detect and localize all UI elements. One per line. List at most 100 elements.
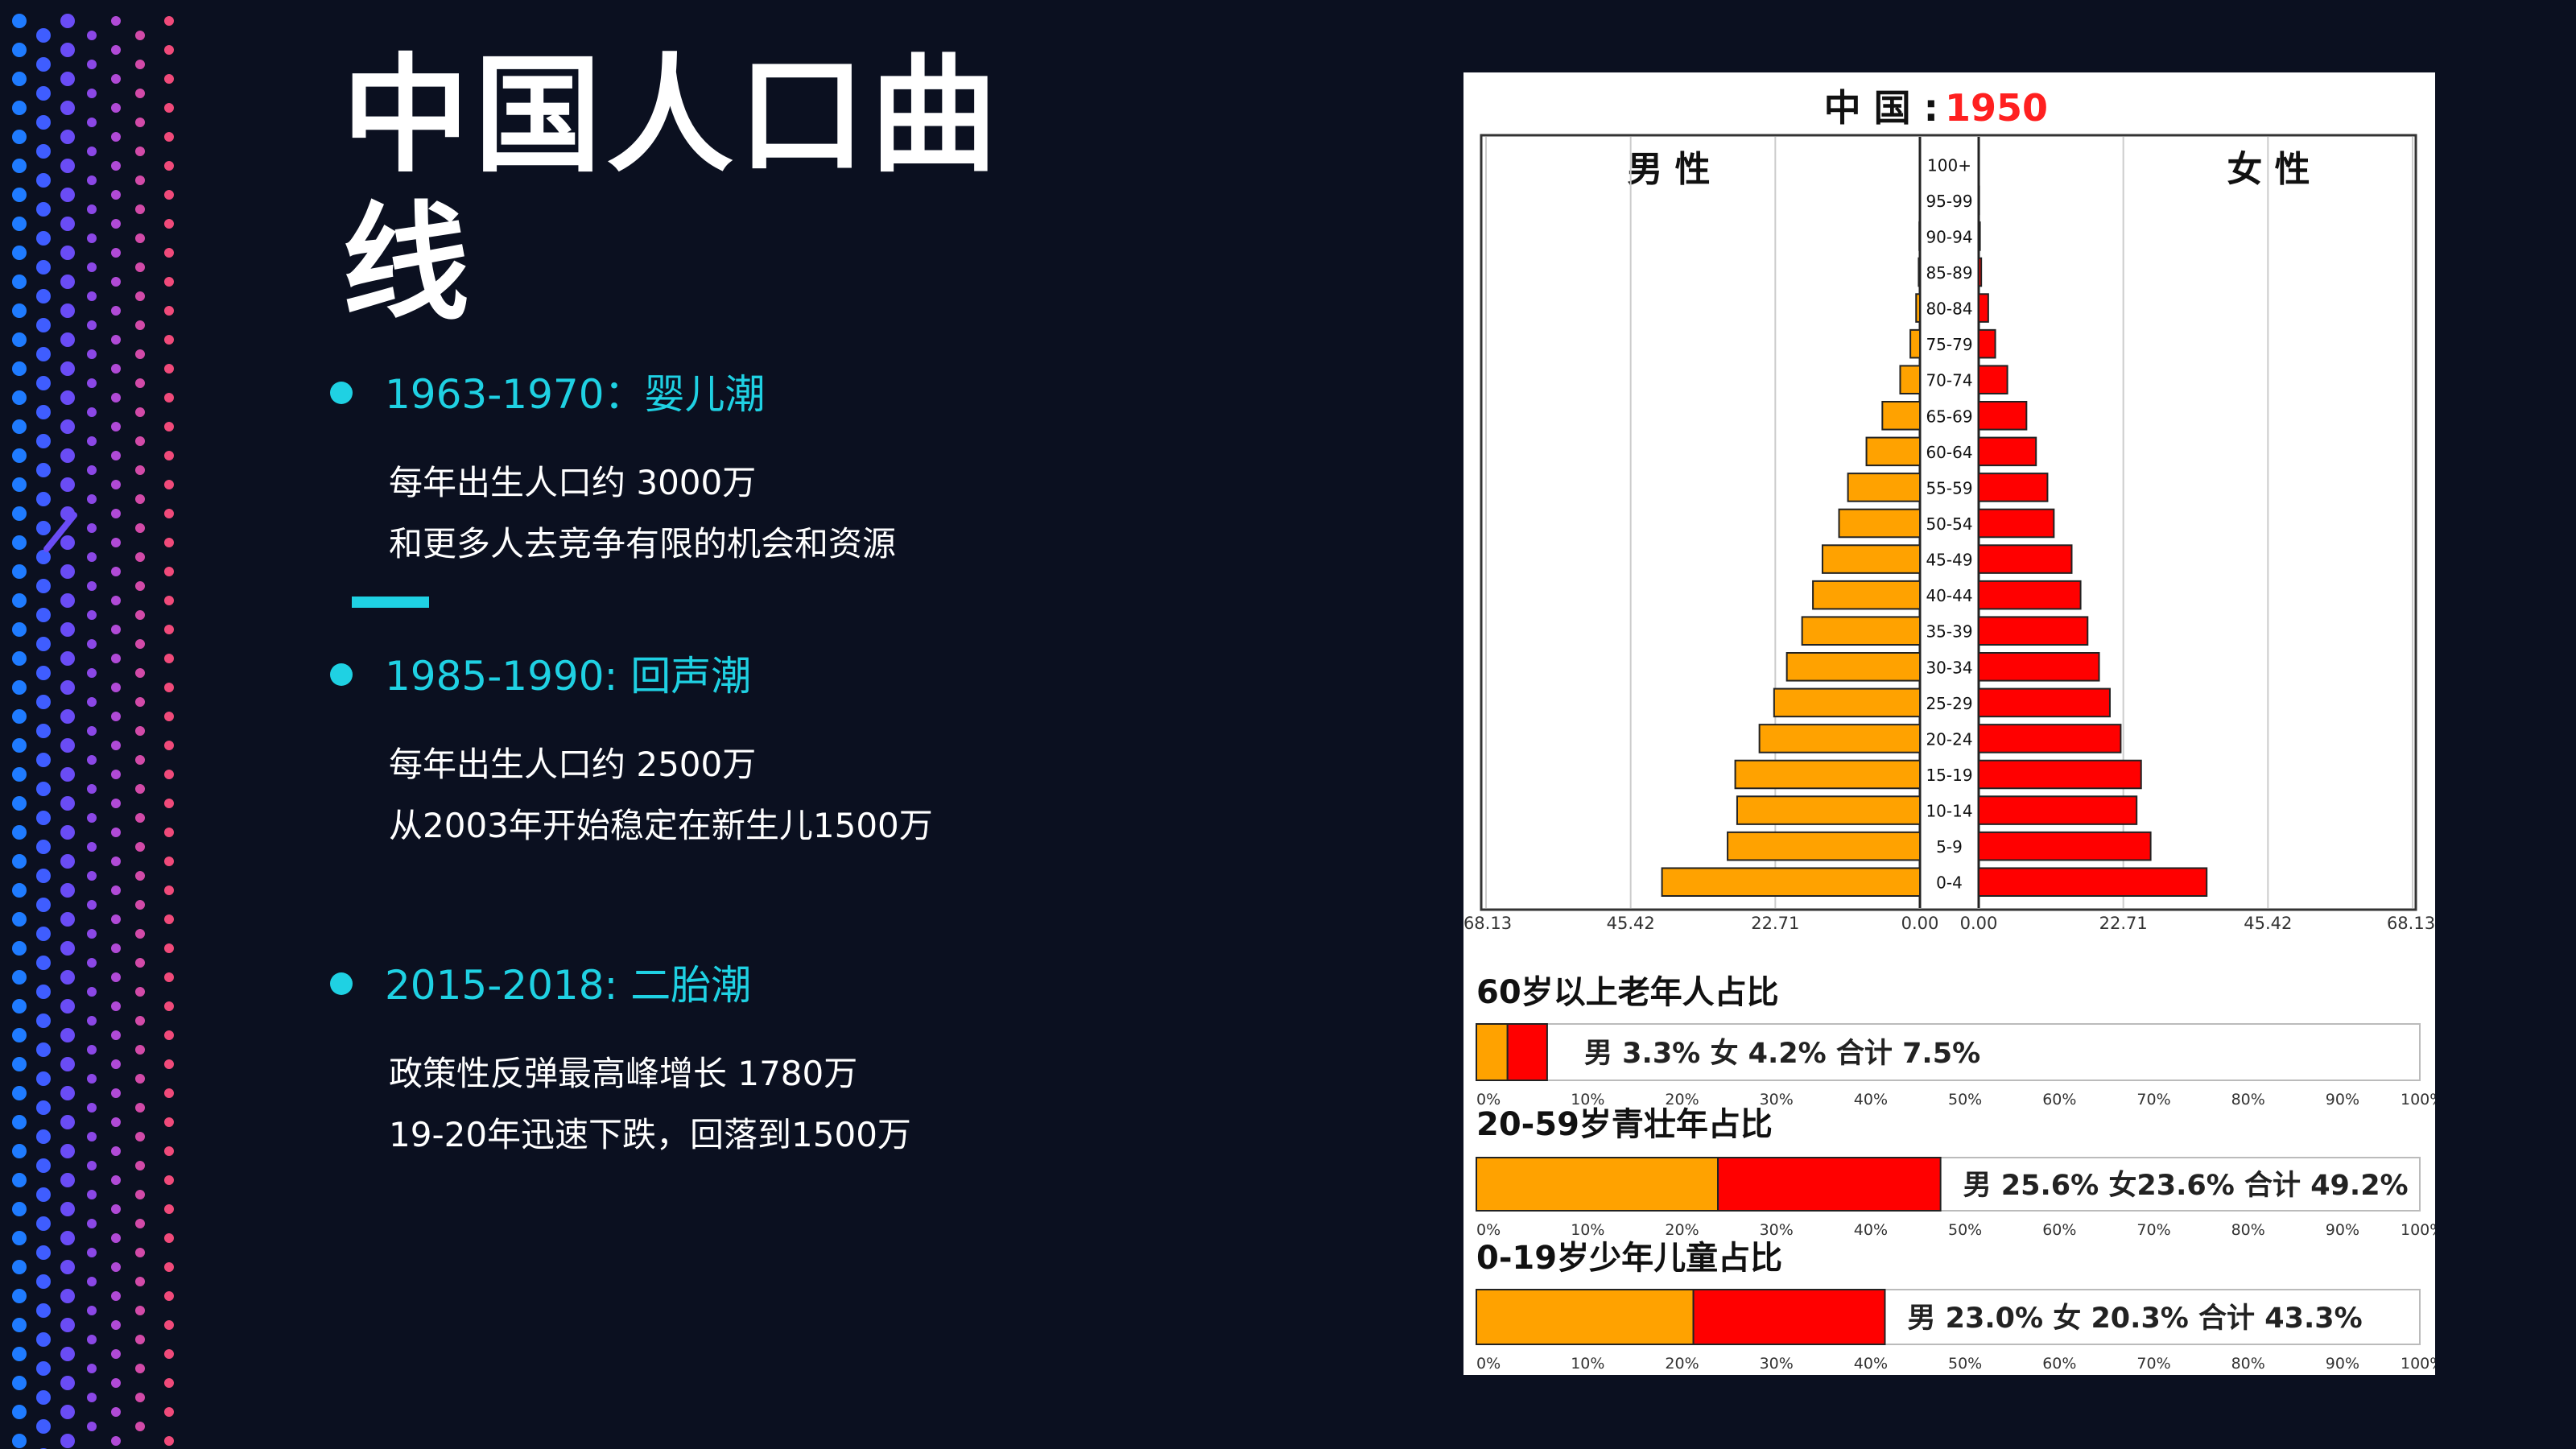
decorative-dot <box>60 970 75 985</box>
decorative-dot <box>111 393 121 402</box>
decorative-dot <box>111 538 121 547</box>
decorative-dot <box>60 1289 75 1303</box>
age-label-75-79: 75-79 <box>1926 335 1972 354</box>
decorative-dot <box>164 74 174 84</box>
age-label-85-89: 85-89 <box>1926 263 1972 283</box>
male-bar-85-89 <box>1918 257 1921 287</box>
female-bar-65-69 <box>1978 401 2028 431</box>
decorative-dot <box>36 927 51 941</box>
decorative-dot <box>111 306 121 316</box>
female-bar-15-19 <box>1978 759 2142 790</box>
share-x-tick: 80% <box>2231 1221 2265 1239</box>
decorative-dot <box>36 956 51 970</box>
decorative-dot <box>60 709 75 724</box>
decorative-dot <box>87 262 97 272</box>
decorative-dot <box>135 262 145 272</box>
pyramid-x-tick: 45.42 <box>1607 914 1655 933</box>
male-bar-5-9 <box>1727 831 1922 861</box>
decorative-dot <box>12 796 27 811</box>
decorative-dot <box>87 1074 97 1084</box>
accent-divider <box>352 597 429 608</box>
decorative-dot <box>12 14 27 28</box>
decorative-dot <box>111 828 121 837</box>
decorative-dot <box>60 188 75 202</box>
decorative-dot <box>60 535 75 550</box>
bullet-title-2: 1985-1990: 回声潮 <box>385 653 752 700</box>
decorative-dot <box>164 1117 174 1127</box>
decorative-dot <box>135 465 145 475</box>
population-chart-panel: 中 国 : 1950 男 性 女 性 0-4 5-9 10-14 15-19 20-24… <box>1463 72 2435 1375</box>
female-bar-55-59 <box>1978 473 2049 502</box>
decorative-dot <box>36 1042 51 1057</box>
decorative-dot <box>135 1045 145 1055</box>
decorative-dot <box>36 463 51 477</box>
decorative-dot <box>12 1405 27 1419</box>
decorative-dot <box>87 1161 97 1170</box>
share-female-bar-3 <box>1692 1289 1886 1345</box>
decorative-dot <box>164 1233 174 1243</box>
decorative-dot <box>36 1100 51 1115</box>
decorative-dot <box>12 941 27 956</box>
decorative-dot <box>60 825 75 840</box>
decorative-dot <box>36 608 51 622</box>
age-label-95-99: 95-99 <box>1926 192 1972 211</box>
decorative-dot <box>36 1303 51 1318</box>
decorative-dot <box>87 581 97 591</box>
bullet-3-line-2: 19-20年迅速下跌，回落到1500万 <box>389 1115 911 1154</box>
decorative-dot <box>135 407 145 417</box>
bullet-3-line-1: 政策性反弹最高峰增长 1780万 <box>389 1054 858 1093</box>
decorative-dot <box>164 1436 174 1446</box>
decorative-dot <box>12 217 27 231</box>
decorative-dot <box>60 680 75 695</box>
decorative-dot <box>36 318 51 332</box>
decorative-dot <box>87 900 97 910</box>
decorative-dot <box>12 912 27 927</box>
decorative-dot <box>164 45 174 55</box>
decorative-dot <box>36 86 51 101</box>
decorative-dot <box>12 159 27 173</box>
male-bar-35-39 <box>1801 616 1921 646</box>
share-x-tick: 90% <box>2326 1355 2359 1373</box>
decorative-dot <box>60 448 75 463</box>
share-title-2: 20-59岁青壮年占比 <box>1476 1106 1773 1143</box>
decorative-dot <box>60 159 75 173</box>
decorative-dot <box>111 914 121 924</box>
male-bar-25-29 <box>1773 687 1921 718</box>
decorative-dot <box>12 709 27 724</box>
page-title-line-2: 线 <box>342 189 474 338</box>
bullet-dot-3 <box>330 972 353 995</box>
decorative-dot <box>164 306 174 316</box>
decorative-dot <box>12 1057 27 1071</box>
decorative-dot <box>36 637 51 651</box>
decorative-dot <box>111 480 121 489</box>
male-bar-0-4 <box>1661 867 1921 898</box>
decorative-dot <box>36 173 51 188</box>
decorative-dot <box>60 1057 75 1071</box>
female-bar-25-29 <box>1978 687 2111 718</box>
decorative-dot <box>135 1364 145 1373</box>
share-x-tick: 70% <box>2136 1091 2170 1108</box>
decorative-dot <box>135 118 145 127</box>
decorative-dot <box>164 770 174 779</box>
decorative-dot <box>135 1422 145 1431</box>
decorative-dot <box>12 419 27 434</box>
decorative-dot <box>164 799 174 808</box>
decorative-dot <box>12 1318 27 1332</box>
male-bar-40-44 <box>1812 580 1921 610</box>
decorative-dot <box>111 190 121 200</box>
decorative-dot <box>135 1190 145 1199</box>
decorative-dot <box>135 726 145 736</box>
decorative-dot <box>164 132 174 142</box>
decorative-dot <box>87 958 97 968</box>
decorative-dot <box>111 509 121 518</box>
decorative-dot <box>87 871 97 881</box>
decorative-dot <box>135 320 145 330</box>
decorative-dot <box>111 741 121 750</box>
decorative-dot <box>111 335 121 345</box>
decorative-dot <box>60 1434 75 1448</box>
decorative-dot <box>87 1335 97 1344</box>
share-x-tick: 60% <box>2042 1221 2076 1239</box>
decorative-dot <box>111 1117 121 1127</box>
decorative-dot <box>12 1115 27 1129</box>
bullet-title-1: 1963-1970：婴儿潮 <box>385 371 766 418</box>
